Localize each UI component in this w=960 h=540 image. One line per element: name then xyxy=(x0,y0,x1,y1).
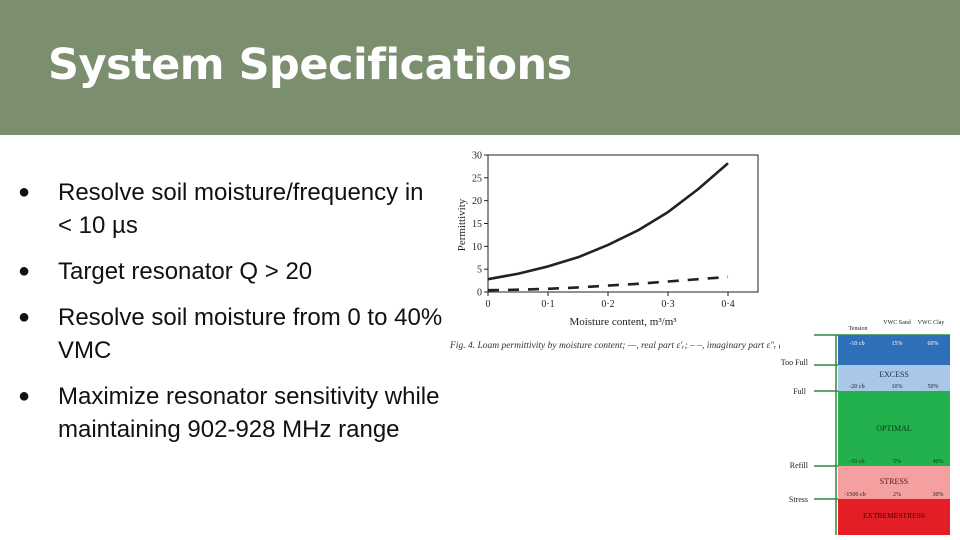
row-refill-sand: 5% xyxy=(893,459,901,465)
row-refill-tension: -50 cb xyxy=(849,459,864,465)
title-banner: System Specifications xyxy=(0,0,960,135)
marker-label-too-full: Too Full xyxy=(781,358,809,367)
y-tick-label: 10 xyxy=(472,242,482,253)
y-tick-label: 25 xyxy=(472,173,482,184)
bullet-item: ● Maximize resonator sensitivity while ma… xyxy=(18,380,443,446)
band-label-extreme-stress: EXTREMESTRESS xyxy=(863,511,925,520)
y-tick-label: 5 xyxy=(477,265,482,276)
band-label-excess: EXCESS xyxy=(879,370,909,379)
bullet-text: Target resonator Q > 20 xyxy=(58,258,313,285)
bullet-text: Resolve soil moisture/frequency in < 10 … xyxy=(58,179,424,239)
marker-label-stress: Stress xyxy=(789,495,808,504)
bullet-list: ● Resolve soil moisture/frequency in < 10… xyxy=(18,176,443,459)
column-header-vwc-sand: VWC Sand xyxy=(883,320,911,326)
row-full-sand: 10% xyxy=(892,384,903,390)
row-stress-sand: 2% xyxy=(893,492,901,498)
figure-caption: Fig. 4. Loam permittivity by moisture co… xyxy=(449,340,780,351)
y-tick-label: 30 xyxy=(472,151,482,162)
marker-label-refill: Refill xyxy=(790,461,809,470)
bullet-item: ● Resolve soil moisture from 0 to 40% VMC xyxy=(18,301,443,367)
marker-label-full: Full xyxy=(793,387,807,396)
zone-band-excess xyxy=(838,365,950,391)
bullet-item: ● Target resonator Q > 20 xyxy=(18,255,443,288)
row-too-full-clay: 60% xyxy=(928,341,939,347)
soil-moisture-zones-chart: Tension VWC Sand VWC Clay EXCESS OPTIMAL… xyxy=(781,320,950,535)
column-header-tension: Tension xyxy=(849,326,868,332)
series-line-real xyxy=(487,162,729,281)
x-tick-label: 0·3 xyxy=(661,299,674,310)
row-refill-clay: 40% xyxy=(933,459,944,465)
y-tick-label: 0 xyxy=(477,288,482,299)
row-stress-clay: 30% xyxy=(933,492,944,498)
slide-title: System Specifications xyxy=(48,40,572,90)
x-tick-label: 0·2 xyxy=(601,299,614,310)
band-label-optimal: OPTIMAL xyxy=(876,424,912,433)
permittivity-chart: 0 0·1 0·2 0·3 0·4 0 5 10 15 20 25 30 Permittivity M… xyxy=(449,151,780,352)
zone-band-stress xyxy=(838,466,950,499)
series-line-imaginary xyxy=(487,275,729,292)
row-full-clay: 50% xyxy=(928,384,939,390)
row-too-full-sand: 15% xyxy=(892,341,903,347)
row-stress-tension: -1500 cb xyxy=(844,492,865,498)
x-tick-label: 0·4 xyxy=(721,299,734,310)
x-axis-label: Moisture content, m³/m³ xyxy=(569,316,677,328)
bullet-dot-icon: ● xyxy=(18,181,31,203)
bullet-dot-icon: ● xyxy=(18,260,31,282)
x-tick-label: 0 xyxy=(486,299,491,310)
bullet-text: Resolve soil moisture from 0 to 40% VMC xyxy=(58,304,443,364)
zone-band-extreme-stress xyxy=(838,499,950,535)
bullet-item: ● Resolve soil moisture/frequency in < 10… xyxy=(18,176,443,242)
y-axis-label: Permittivity xyxy=(456,198,468,251)
x-tick-label: 0·1 xyxy=(541,299,554,310)
y-tick-label: 20 xyxy=(472,196,482,207)
row-full-tension: -20 cb xyxy=(849,384,864,390)
y-tick-label: 15 xyxy=(472,219,482,230)
zone-band-wet xyxy=(838,335,950,365)
column-header-vwc-clay: VWC Clay xyxy=(918,320,945,326)
band-label-stress: STRESS xyxy=(880,477,908,486)
zone-band-optimal xyxy=(838,391,950,466)
bullet-text: Maximize resonator sensitivity while mai… xyxy=(58,383,440,443)
bullet-dot-icon: ● xyxy=(18,306,31,328)
row-too-full-tension: -10 cb xyxy=(849,341,864,347)
bullet-dot-icon: ● xyxy=(18,385,31,407)
